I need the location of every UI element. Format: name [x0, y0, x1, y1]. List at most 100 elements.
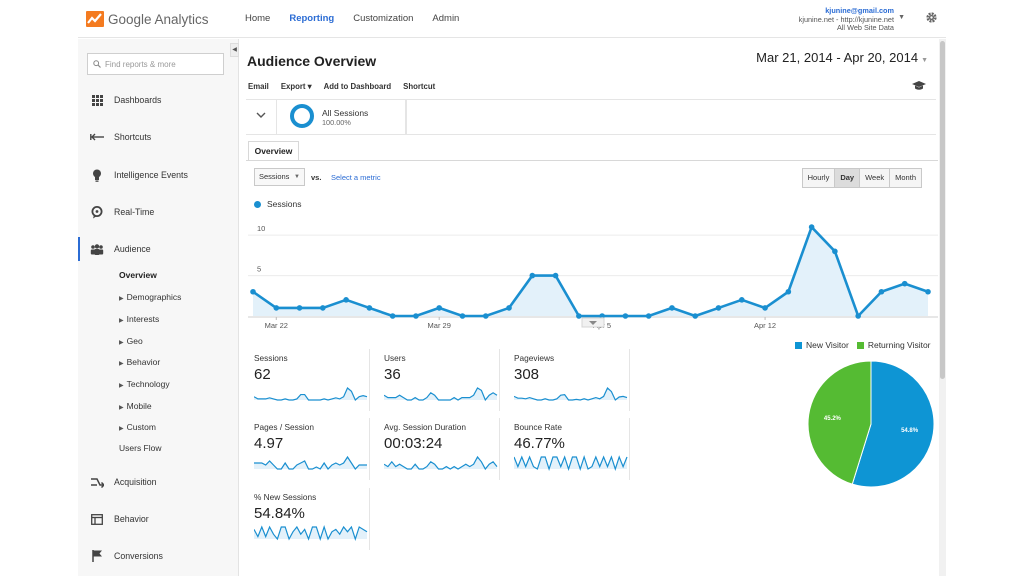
sidebar-item-audience[interactable]: Audience [78, 237, 239, 261]
sidebar-sub-interests[interactable]: ▶ Interests [119, 314, 159, 324]
data-point[interactable] [366, 305, 373, 311]
shortcut-button[interactable]: Shortcut [403, 82, 436, 91]
nav-reporting[interactable]: Reporting [289, 13, 335, 24]
account-dropdown-icon[interactable]: ▼ [898, 14, 905, 21]
sidebar-item-label: Real-Time [114, 207, 155, 217]
top-nav: Home Reporting Customization Admin [245, 0, 478, 38]
scorecard-label: % New Sessions [254, 492, 317, 502]
data-point[interactable] [808, 224, 815, 230]
data-point[interactable] [878, 288, 885, 295]
data-point[interactable] [296, 305, 303, 311]
segment-panel: All Sessions 100.00% [246, 100, 407, 134]
export-button[interactable]: Export ▾ [280, 82, 312, 91]
granularity-month[interactable]: Month [889, 169, 921, 187]
pie-slice-returning-visitor[interactable] [807, 360, 872, 485]
scorecard[interactable]: Pages / Session 4.97 [248, 418, 370, 480]
legend-swatch [254, 200, 261, 208]
granularity-day[interactable]: Day [834, 169, 860, 187]
data-point[interactable] [645, 313, 652, 319]
legend-entry-returning-visitor: Returning Visitor [856, 340, 931, 350]
gear-icon[interactable] [925, 11, 938, 24]
data-point[interactable] [273, 305, 280, 311]
scorecard[interactable]: Sessions 62 [248, 349, 370, 411]
scorecard[interactable]: Users 36 [378, 349, 500, 411]
data-point[interactable] [343, 297, 349, 303]
scorecard-label: Bounce Rate [514, 422, 562, 432]
pie-slice-new-visitor[interactable] [851, 360, 935, 488]
data-point[interactable] [692, 313, 699, 319]
data-point[interactable] [320, 305, 326, 311]
scorecard[interactable]: Avg. Session Duration 00:03:24 [378, 418, 500, 480]
data-point[interactable] [622, 313, 629, 319]
account-view: All Web Site Data [836, 23, 894, 33]
sidebar-sub-geo[interactable]: ▶ Geo [119, 336, 143, 346]
top-bar: Google Analytics Home Reporting Customiz… [78, 0, 946, 38]
select-metric-link[interactable]: Select a metric [331, 173, 381, 182]
sidebar-item-dashboards[interactable]: Dashboards [78, 88, 239, 112]
data-point[interactable] [413, 313, 419, 319]
scrollbar-thumb[interactable] [940, 41, 945, 379]
sidebar-sub-demographics[interactable]: ▶ Demographics [119, 292, 181, 302]
add-to-dashboard-button[interactable]: Add to Dashboard [323, 82, 392, 91]
sidebar-sub-overview[interactable]: Overview [119, 270, 157, 280]
data-point[interactable] [738, 297, 745, 303]
data-point[interactable] [482, 313, 489, 319]
search-input[interactable]: Find reports & more [87, 53, 224, 75]
sidebar-item-acquisition[interactable]: Acquisition [78, 470, 239, 494]
scorecard[interactable]: Bounce Rate 46.77% [508, 418, 630, 480]
data-point[interactable] [389, 313, 396, 319]
sidebar-sub-label: Custom [126, 422, 156, 432]
chevron-down-icon: ▼ [921, 57, 928, 64]
scorecard[interactable]: % New Sessions 54.84% [248, 488, 370, 550]
date-range-picker[interactable]: Mar 21, 2014 - Apr 20, 2014 ▼ [756, 50, 928, 65]
collapse-sidebar-button[interactable]: ◀ [230, 43, 239, 57]
analytics-logo-icon [86, 11, 104, 27]
sidebar-item-intelligence-events[interactable]: Intelligence Events [78, 163, 239, 187]
nav-customization[interactable]: Customization [353, 13, 414, 24]
granularity-hourly[interactable]: Hourly [802, 169, 835, 187]
data-point[interactable] [785, 288, 792, 295]
x-tick-label: Mar 29 [428, 321, 451, 330]
metric-select[interactable]: Sessions ▼ [254, 168, 305, 186]
data-point[interactable] [599, 313, 605, 319]
sidebar-item-shortcuts[interactable]: Shortcuts [78, 125, 239, 149]
sidebar-sub-custom[interactable]: ▶ Custom [119, 422, 156, 432]
legend-swatch [856, 341, 864, 349]
granularity-week[interactable]: Week [859, 169, 890, 187]
sidebar-sub-users-flow[interactable]: Users Flow [119, 443, 162, 453]
sidebar-sub-mobile[interactable]: ▶ Mobile [119, 401, 152, 411]
data-point[interactable] [506, 305, 512, 311]
data-point[interactable] [715, 305, 722, 311]
account-selector[interactable]: kjunine@gmail.com kjunine.net - http://k… [799, 6, 894, 33]
data-point[interactable] [576, 313, 582, 319]
data-point[interactable] [832, 248, 838, 255]
data-point[interactable] [459, 313, 466, 319]
data-point[interactable] [855, 313, 861, 319]
legend-label: New Visitor [806, 340, 849, 350]
sidebar-sub-behavior[interactable]: ▶ Behavior [119, 357, 160, 367]
email-button[interactable]: Email [248, 82, 269, 91]
data-point[interactable] [436, 305, 443, 311]
segment-label[interactable]: All Sessions 100.00% [322, 108, 368, 128]
data-point[interactable] [669, 305, 675, 311]
ga-logo[interactable]: Google Analytics [86, 8, 209, 30]
data-point[interactable] [250, 288, 256, 295]
sidebar-item-behavior[interactable]: Behavior [78, 507, 239, 531]
data-point[interactable] [901, 280, 908, 287]
data-point[interactable] [529, 272, 536, 279]
graduation-cap-icon[interactable] [912, 81, 926, 91]
main-content: Audience Overview Mar 21, 2014 - Apr 20,… [240, 39, 946, 576]
tab-overview[interactable]: Overview [248, 141, 299, 160]
nav-home[interactable]: Home [245, 13, 271, 24]
data-point[interactable] [552, 272, 559, 279]
sidebar-item-real-time[interactable]: Real-Time [78, 200, 239, 224]
sidebar-item-label: Audience [114, 244, 151, 254]
sidebar-sub-technology[interactable]: ▶ Technology [119, 379, 170, 389]
sidebar-item-conversions[interactable]: Conversions [78, 544, 239, 568]
nav-admin[interactable]: Admin [432, 13, 460, 24]
data-point[interactable] [925, 288, 931, 295]
data-point[interactable] [762, 305, 768, 311]
scorecard[interactable]: Pageviews 308 [508, 349, 630, 411]
scrollbar[interactable] [939, 39, 946, 576]
chevron-down-icon[interactable] [256, 112, 266, 119]
